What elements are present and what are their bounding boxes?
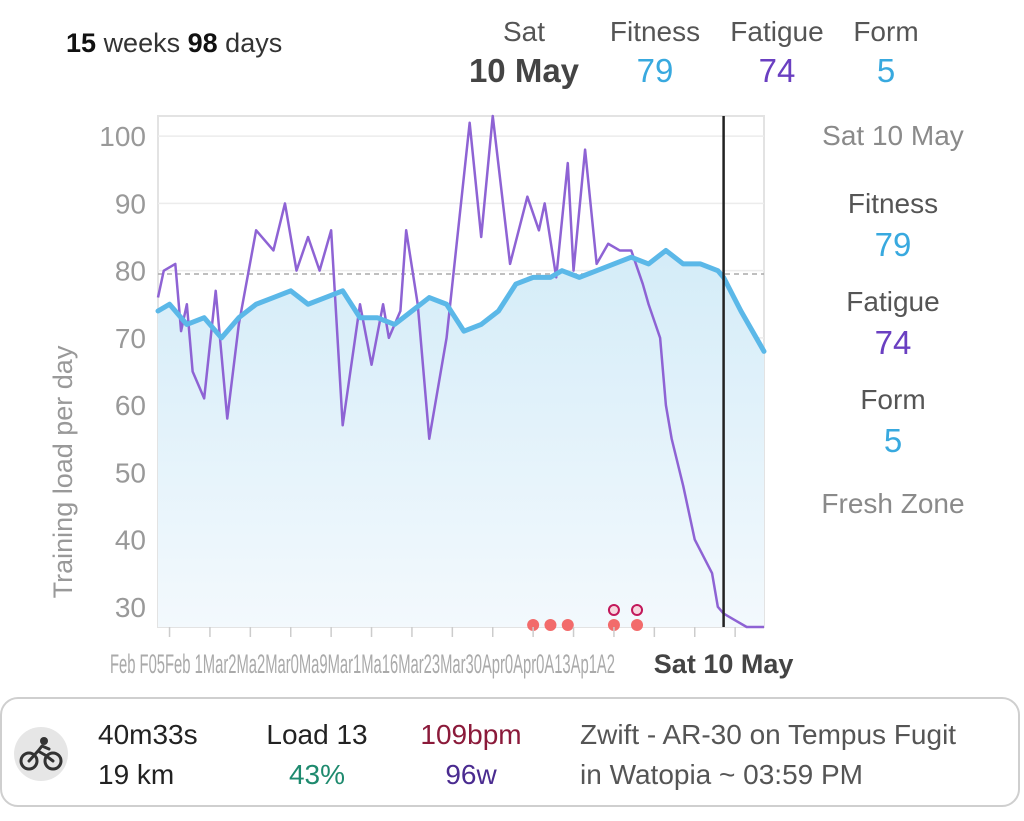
activity-duration: 40m33s <box>98 719 198 750</box>
fitness-fatigue-chart[interactable]: 30 40 50 60 70 80 90 100 Feb F05Feb 1Mar2Ma2Mar… <box>0 100 800 690</box>
header-fitness: Fitness 79 <box>600 16 710 90</box>
activity-dot[interactable] <box>631 619 644 631</box>
activity-dot-secondary[interactable] <box>631 604 644 616</box>
activity-name-line1: Zwift - AR-30 on Tempus Fugit <box>580 719 957 750</box>
header-form-value: 5 <box>876 52 896 89</box>
activity-load: Load 13 <box>266 719 368 750</box>
y-axis-label: Training load per day <box>48 345 78 598</box>
y-tick-label: 50 <box>115 457 146 488</box>
header-day: Sat <box>502 16 546 47</box>
y-tick-label: 100 <box>99 121 146 152</box>
activity-dot[interactable] <box>544 619 557 631</box>
y-tick-label: 30 <box>115 592 146 623</box>
fitness-area <box>158 250 764 627</box>
x-selected-date-label: Sat 10 May <box>654 649 794 679</box>
weeks-unit: weeks <box>103 28 181 58</box>
days-unit: days <box>225 28 283 58</box>
side-date: Sat 10 May <box>822 120 964 151</box>
y-tick-label: 40 <box>115 525 146 556</box>
side-fatigue-value: 74 <box>874 324 912 361</box>
side-fitness-value: 79 <box>874 226 912 263</box>
activity-power: 96w <box>445 759 497 790</box>
activity-heart-rate: 109bpm <box>420 719 522 750</box>
side-panel: Sat 10 May Fitness 79 Fatigue 74 Form 5 … <box>800 120 986 520</box>
header-fitness-label: Fitness <box>609 16 701 47</box>
header-form: Form 5 <box>836 16 936 90</box>
y-tick-label: 90 <box>115 188 146 219</box>
side-fatigue-label: Fatigue <box>846 286 940 317</box>
weeks-number: 15 <box>66 28 97 58</box>
header-date: Sat 10 May <box>455 16 593 90</box>
header-form-label: Form <box>853 16 919 47</box>
activity-dot[interactable] <box>561 619 574 631</box>
side-form-label: Form <box>860 384 926 415</box>
range-summary: 15 weeks 98 days <box>66 28 282 59</box>
activity-load-percent: 43% <box>288 759 346 790</box>
header-fatigue-value: 74 <box>758 52 796 89</box>
header-date-value: 10 May <box>468 52 580 89</box>
x-tick-labels: Feb F05Feb 1Mar2Ma2Mar0Ma9Mar1Ma16Mar23M… <box>110 649 615 679</box>
header-fatigue-label: Fatigue <box>730 16 824 47</box>
activity-distance: 19 km <box>98 759 175 790</box>
header-fatigue: Fatigue 74 <box>722 16 832 90</box>
days-number: 98 <box>187 28 218 58</box>
activity-name-line2: in Watopia ~ 03:59 PM <box>580 759 864 790</box>
form-zone: Fresh Zone <box>821 488 965 519</box>
y-tick-label: 70 <box>115 323 146 354</box>
header-fitness-value: 79 <box>636 52 674 89</box>
side-form-value: 5 <box>883 422 903 459</box>
fitness-line <box>155 247 767 354</box>
activity-dot[interactable] <box>607 619 620 631</box>
side-fitness-label: Fitness <box>847 188 939 219</box>
activity-dot[interactable] <box>527 619 540 631</box>
activity-card[interactable]: 40m33s 19 km Load 13 43% 109bpm 96w Zwif… <box>0 697 1020 807</box>
fatigue-line <box>156 114 764 629</box>
bike-icon <box>14 727 68 781</box>
activity-dot-secondary[interactable] <box>607 604 620 616</box>
y-tick-label: 80 <box>115 256 146 287</box>
y-tick-label: 60 <box>115 390 146 421</box>
